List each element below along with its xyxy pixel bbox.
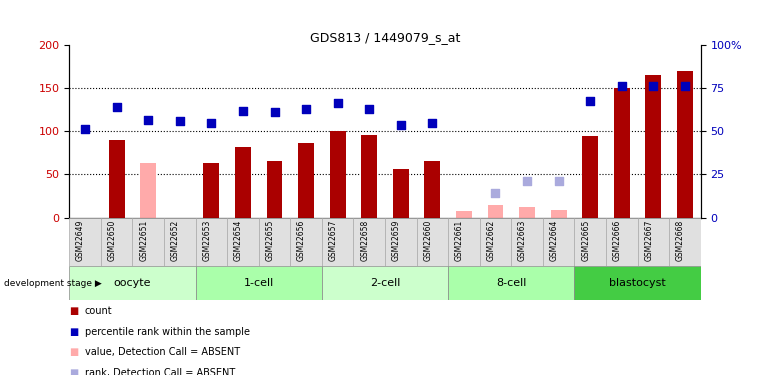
Text: ■: ■ xyxy=(69,368,79,375)
Bar xyxy=(519,207,535,218)
Bar xyxy=(109,140,125,218)
Title: GDS813 / 1449079_s_at: GDS813 / 1449079_s_at xyxy=(310,31,460,44)
Point xyxy=(332,100,344,106)
Bar xyxy=(511,217,543,266)
Text: blastocyst: blastocyst xyxy=(609,278,666,288)
Bar xyxy=(574,266,701,300)
Text: GSM22655: GSM22655 xyxy=(266,220,275,261)
Point xyxy=(269,109,281,115)
Bar xyxy=(227,217,259,266)
Point xyxy=(300,106,313,112)
Bar xyxy=(259,217,290,266)
Point xyxy=(111,104,123,110)
Bar xyxy=(69,217,101,266)
Bar xyxy=(322,266,448,300)
Text: value, Detection Call = ABSENT: value, Detection Call = ABSENT xyxy=(85,348,239,357)
Bar xyxy=(69,266,196,300)
Bar xyxy=(480,217,511,266)
Bar xyxy=(196,266,322,300)
Text: rank, Detection Call = ABSENT: rank, Detection Call = ABSENT xyxy=(85,368,235,375)
Bar xyxy=(164,217,196,266)
Text: GSM22651: GSM22651 xyxy=(139,220,149,261)
Text: GSM22661: GSM22661 xyxy=(455,220,464,261)
Bar xyxy=(203,163,219,218)
Point xyxy=(237,108,249,114)
Bar xyxy=(353,217,385,266)
Point xyxy=(553,178,565,184)
Text: GSM22650: GSM22650 xyxy=(108,220,117,261)
Text: GSM22653: GSM22653 xyxy=(203,220,211,261)
Text: GSM22663: GSM22663 xyxy=(518,220,527,261)
Bar xyxy=(551,210,567,218)
Text: 2-cell: 2-cell xyxy=(370,278,400,288)
Text: GSM22665: GSM22665 xyxy=(581,220,591,261)
Point xyxy=(648,83,660,89)
Point xyxy=(142,117,155,123)
Bar xyxy=(456,211,472,218)
Text: GSM22667: GSM22667 xyxy=(644,220,654,261)
Text: 1-cell: 1-cell xyxy=(243,278,274,288)
Text: 8-cell: 8-cell xyxy=(496,278,527,288)
Bar xyxy=(417,217,448,266)
Text: GSM22656: GSM22656 xyxy=(297,220,306,261)
Bar xyxy=(669,217,701,266)
Bar xyxy=(298,143,314,218)
Bar xyxy=(543,217,574,266)
Bar xyxy=(140,163,156,218)
Point xyxy=(490,190,502,196)
Bar xyxy=(101,217,132,266)
Bar xyxy=(582,136,598,218)
Text: GSM22652: GSM22652 xyxy=(171,220,180,261)
Bar xyxy=(393,169,409,217)
Text: percentile rank within the sample: percentile rank within the sample xyxy=(85,327,249,337)
Bar xyxy=(448,217,480,266)
Text: GSM22657: GSM22657 xyxy=(329,220,338,261)
Point xyxy=(205,120,218,126)
Text: ■: ■ xyxy=(69,348,79,357)
Text: ■: ■ xyxy=(69,327,79,337)
Text: ■: ■ xyxy=(69,306,79,316)
Point xyxy=(679,83,691,89)
Bar xyxy=(322,217,353,266)
Text: GSM22660: GSM22660 xyxy=(424,220,433,261)
Bar xyxy=(606,217,638,266)
Point xyxy=(174,118,186,124)
Text: GSM22658: GSM22658 xyxy=(360,220,370,261)
Bar xyxy=(487,205,504,218)
Text: GSM22662: GSM22662 xyxy=(487,220,496,261)
Bar xyxy=(448,266,574,300)
Bar xyxy=(361,135,377,218)
Bar xyxy=(266,160,283,218)
Bar xyxy=(614,88,630,218)
Text: development stage ▶: development stage ▶ xyxy=(4,279,102,288)
Bar xyxy=(235,147,251,218)
Bar xyxy=(196,217,227,266)
Point xyxy=(616,83,628,89)
Text: oocyte: oocyte xyxy=(114,278,151,288)
Bar xyxy=(385,217,417,266)
Point xyxy=(521,178,534,184)
Bar xyxy=(638,217,669,266)
Bar xyxy=(132,217,164,266)
Bar xyxy=(424,162,440,218)
Bar xyxy=(677,71,693,217)
Point xyxy=(427,120,439,126)
Bar xyxy=(574,217,606,266)
Bar xyxy=(290,217,322,266)
Text: GSM22668: GSM22668 xyxy=(676,220,685,261)
Text: GSM22659: GSM22659 xyxy=(392,220,401,261)
Point xyxy=(79,126,92,132)
Point xyxy=(363,106,376,112)
Text: count: count xyxy=(85,306,112,316)
Text: GSM22664: GSM22664 xyxy=(550,220,559,261)
Bar xyxy=(645,75,661,217)
Text: GSM22654: GSM22654 xyxy=(234,220,243,261)
Point xyxy=(395,122,407,128)
Point xyxy=(584,98,597,104)
Text: GSM22666: GSM22666 xyxy=(613,220,622,261)
Text: GSM22649: GSM22649 xyxy=(76,220,85,261)
Bar xyxy=(330,131,346,218)
